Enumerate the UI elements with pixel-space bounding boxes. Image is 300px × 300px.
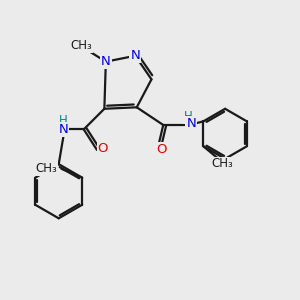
Text: N: N (186, 117, 196, 130)
Text: H: H (59, 114, 68, 127)
Text: CH₃: CH₃ (70, 39, 92, 52)
Text: N: N (101, 55, 111, 68)
Text: O: O (98, 142, 108, 155)
Text: H: H (184, 110, 193, 123)
Text: CH₃: CH₃ (35, 162, 57, 175)
Text: N: N (130, 49, 140, 62)
Text: CH₃: CH₃ (212, 158, 233, 170)
Text: N: N (58, 123, 68, 136)
Text: O: O (157, 143, 167, 157)
